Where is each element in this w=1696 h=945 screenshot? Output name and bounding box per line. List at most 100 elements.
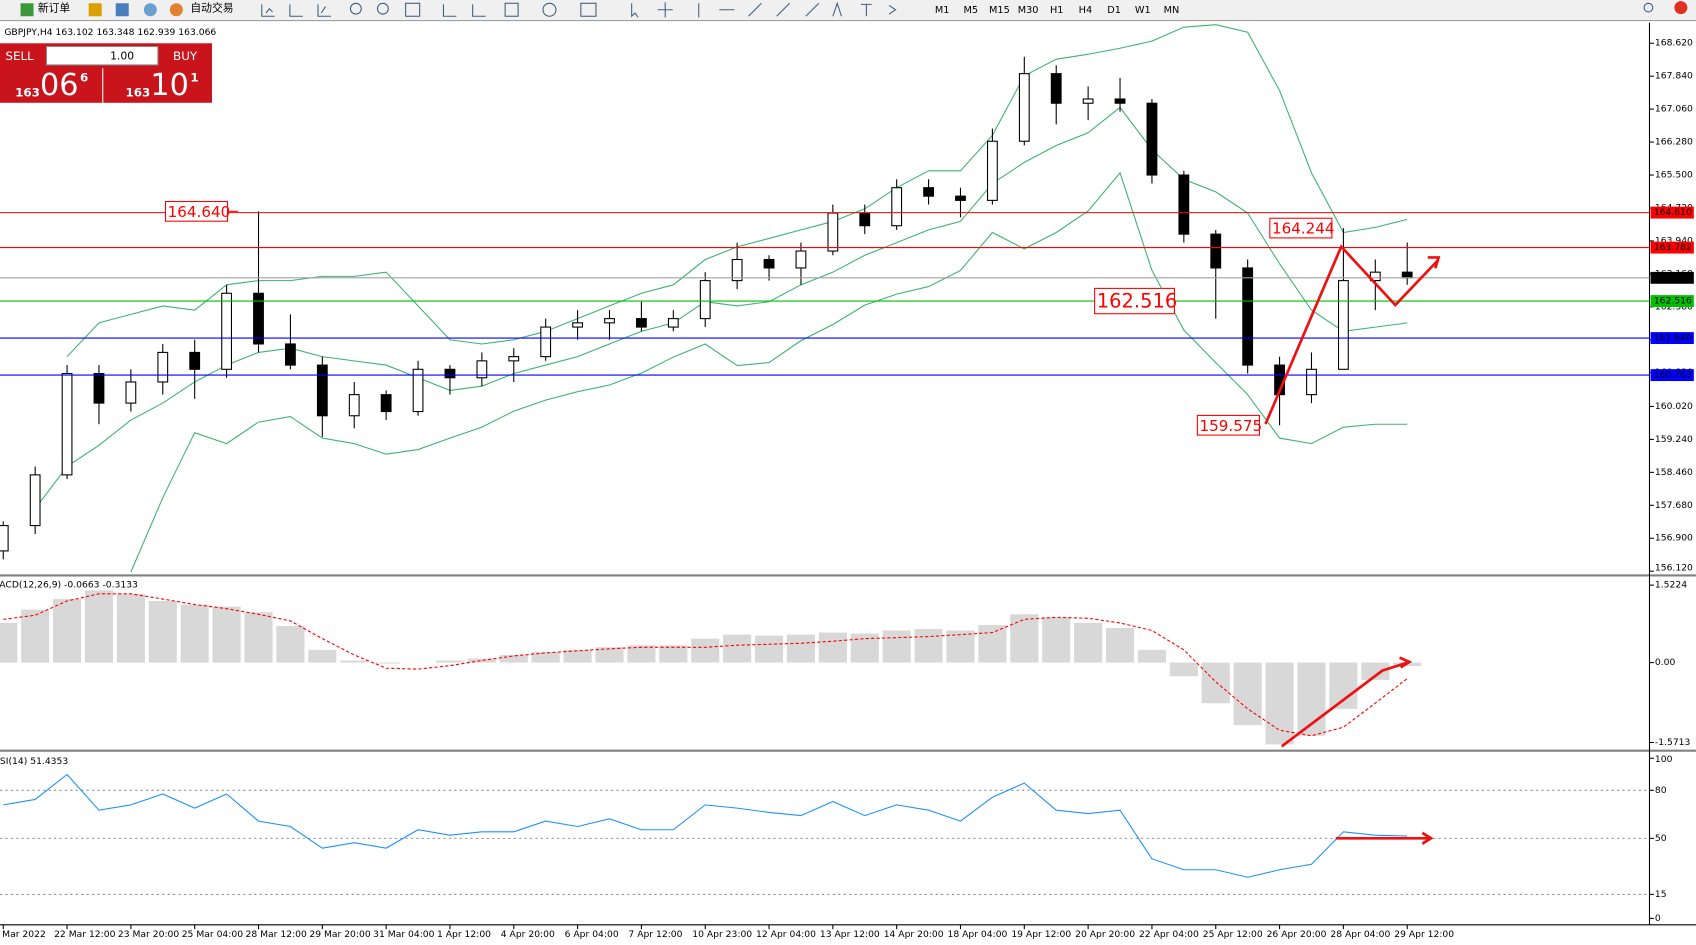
macd-histogram-bar bbox=[53, 598, 82, 663]
tool-icon[interactable] bbox=[317, 4, 331, 17]
timeframe-button[interactable]: M5 bbox=[963, 5, 978, 16]
candle-body bbox=[29, 474, 41, 527]
y-tick-label: 167.060 bbox=[1655, 104, 1693, 115]
x-tick-label: 28 Apr 04:00 bbox=[1330, 929, 1390, 940]
search-icon[interactable] bbox=[1643, 2, 1654, 13]
cursor-tool[interactable] bbox=[631, 3, 639, 18]
x-tick-label: 31 Mar 04:00 bbox=[373, 929, 434, 940]
candle-body bbox=[1401, 271, 1413, 279]
candle-body bbox=[1178, 174, 1190, 235]
annotation-box bbox=[1094, 287, 1175, 315]
macd-histogram-bar bbox=[1329, 662, 1358, 709]
y-tick-label: 50 bbox=[1655, 833, 1667, 844]
sell-price-sup[interactable]: 6 bbox=[80, 70, 88, 84]
tool-icon[interactable] bbox=[504, 2, 519, 17]
buy-button[interactable]: BUY bbox=[173, 49, 198, 63]
macd-histogram-bar bbox=[531, 651, 560, 663]
candle-body bbox=[1306, 368, 1317, 396]
buy-price-main[interactable]: 10 bbox=[150, 68, 189, 103]
timeframe-button[interactable]: D1 bbox=[1107, 5, 1121, 16]
rsi-line bbox=[3, 773, 1408, 878]
buy-price-big[interactable]: 163 bbox=[125, 86, 150, 100]
candle-body bbox=[1242, 267, 1254, 366]
symbol-info: GBPJPY,H4 163.102 163.348 162.939 163.06… bbox=[4, 27, 216, 38]
tool-icon[interactable] bbox=[143, 3, 157, 17]
candle-body bbox=[253, 292, 264, 345]
timeframe-button[interactable]: MN bbox=[1164, 5, 1180, 16]
text-tools[interactable] bbox=[832, 1, 872, 17]
y-tick-label: 100 bbox=[1655, 754, 1673, 765]
tool-icon[interactable] bbox=[442, 4, 486, 17]
macd-arrow bbox=[1280, 660, 1410, 748]
draw-tools[interactable] bbox=[698, 2, 820, 18]
timeframe-button[interactable]: H4 bbox=[1079, 5, 1093, 16]
volume-value[interactable]: 1.00 bbox=[110, 49, 134, 62]
y-tick-label: 158.460 bbox=[1655, 467, 1693, 478]
timeframe-button[interactable]: H1 bbox=[1050, 5, 1064, 16]
sell-price-big[interactable]: 163 bbox=[15, 86, 40, 100]
macd-histogram-bar bbox=[978, 624, 1007, 663]
y-tick-label: -1.5713 bbox=[1655, 737, 1691, 748]
auto-trading-button[interactable]: 自动交易 bbox=[190, 1, 233, 15]
crosshair-tool[interactable] bbox=[657, 2, 673, 18]
y-tick-label: 167.840 bbox=[1655, 71, 1693, 82]
price-label-box bbox=[1650, 241, 1694, 254]
volume-input[interactable] bbox=[45, 46, 159, 66]
timeframe-button[interactable]: M15 bbox=[989, 5, 1010, 16]
macd-histogram-bar bbox=[882, 630, 911, 663]
annotation-box bbox=[164, 200, 229, 222]
timeframe-button[interactable]: M30 bbox=[1018, 5, 1039, 16]
timeframe-button[interactable]: W1 bbox=[1135, 5, 1151, 16]
candle-body bbox=[699, 280, 711, 320]
candle-body bbox=[1210, 233, 1222, 269]
annotation-label: 164.640 bbox=[168, 203, 231, 221]
x-tick-label: 22 Mar 12:00 bbox=[54, 929, 115, 940]
candle-body bbox=[189, 351, 201, 370]
macd-histogram-bar bbox=[1010, 614, 1039, 663]
tool-icon[interactable] bbox=[115, 3, 129, 17]
auto-trading-icon[interactable] bbox=[169, 3, 183, 17]
sell-price-main[interactable]: 06 bbox=[40, 68, 79, 103]
macd-histogram-bar bbox=[1137, 649, 1166, 663]
candle-body bbox=[795, 250, 807, 269]
y-tick-label: 156.900 bbox=[1655, 533, 1693, 544]
price-label-box bbox=[1650, 295, 1694, 308]
price-label-box bbox=[1650, 206, 1694, 219]
price-label: 163.782 bbox=[1654, 242, 1692, 253]
price-label: 160.763 bbox=[1654, 370, 1692, 381]
new-order-button[interactable]: 新订单 bbox=[38, 1, 71, 15]
buy-price-sup[interactable]: 1 bbox=[190, 70, 198, 84]
macd-histogram-bar bbox=[148, 601, 177, 663]
candle-body bbox=[636, 318, 647, 328]
macd-histogram-bar bbox=[276, 625, 305, 663]
macd-histogram-bar bbox=[723, 634, 752, 663]
timeframe-button[interactable]: M1 bbox=[935, 5, 950, 16]
tool-icon[interactable] bbox=[542, 2, 557, 17]
tool-icon[interactable] bbox=[405, 2, 421, 17]
x-tick-label: 12 Apr 04:00 bbox=[756, 929, 816, 940]
candle-body bbox=[604, 318, 615, 324]
macd-histogram-bar bbox=[818, 632, 847, 663]
candle-body bbox=[93, 372, 105, 404]
tool-icon[interactable] bbox=[888, 4, 897, 15]
macd-histogram-bar bbox=[1042, 617, 1071, 663]
candle-body bbox=[827, 212, 839, 252]
zoom-in[interactable] bbox=[349, 2, 362, 15]
sell-button[interactable]: SELL bbox=[5, 49, 34, 63]
x-tick-label: 29 Mar 20:00 bbox=[309, 929, 370, 940]
x-tick-label: 19 Apr 12:00 bbox=[1011, 929, 1071, 940]
candle-body bbox=[540, 326, 552, 358]
y-tick-label: 0 bbox=[1655, 913, 1661, 924]
tool-icon[interactable] bbox=[261, 4, 275, 17]
macd-histogram-bar bbox=[1233, 662, 1262, 726]
tool-icon[interactable] bbox=[88, 3, 102, 17]
x-tick-label: 29 Apr 12:00 bbox=[1394, 929, 1454, 940]
tool-icon[interactable] bbox=[289, 4, 303, 17]
y-tick-label: 15 bbox=[1655, 889, 1667, 900]
notification-icon[interactable] bbox=[1674, 1, 1688, 15]
timeframe-bar: M1 M5 M15 M30 H1 H4 D1 W1 MN bbox=[935, 5, 1179, 16]
new-order-icon[interactable] bbox=[20, 3, 34, 17]
zoom-out[interactable] bbox=[376, 2, 389, 15]
candle-body bbox=[221, 292, 233, 370]
tool-icon[interactable] bbox=[580, 2, 597, 17]
